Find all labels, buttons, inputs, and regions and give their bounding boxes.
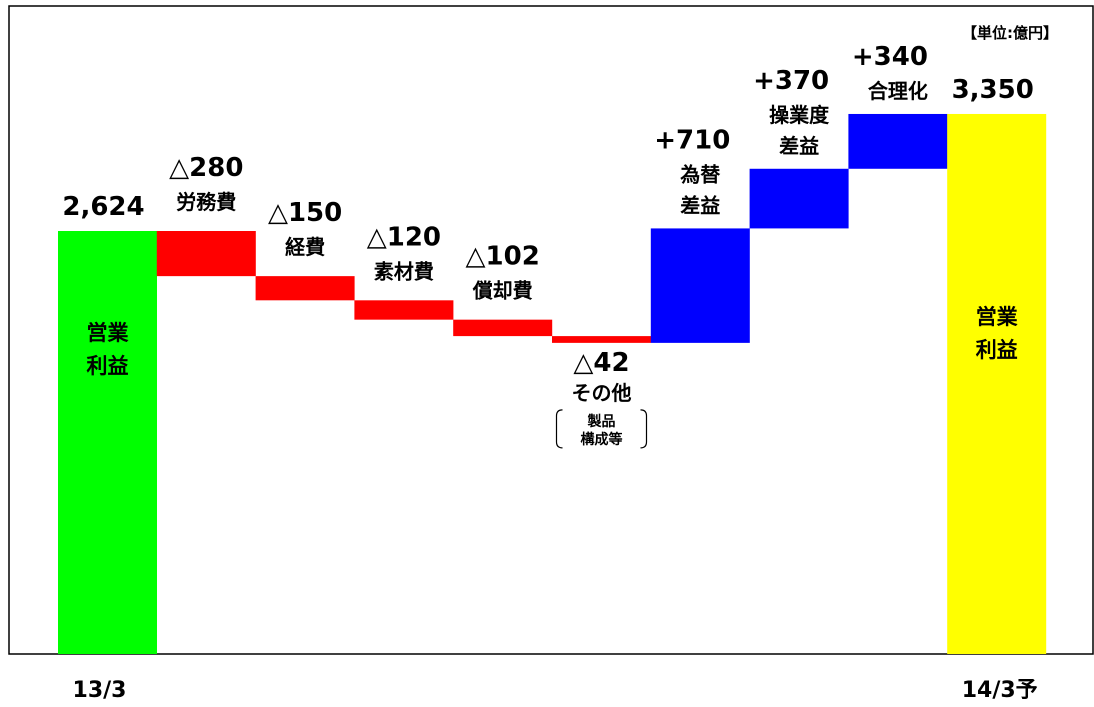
data-label-10: 3,350 — [952, 75, 1034, 105]
unit-label: 【単位:億円】 — [962, 24, 1058, 42]
bar-3 — [256, 276, 355, 300]
note-label-6-2: 構成等 — [581, 431, 623, 448]
bar-5 — [453, 320, 552, 336]
category-label-4-1: 素材費 — [374, 259, 434, 283]
category-label-6-1: その他 — [572, 381, 632, 405]
data-label-2: △280 — [169, 153, 243, 183]
category-label-8-2: 差益 — [779, 134, 819, 158]
category-label-5-1: 償却費 — [472, 279, 533, 303]
bar-2 — [157, 231, 256, 276]
category-label-9-1: 合理化 — [868, 79, 928, 103]
category-label-8-1: 操業度 — [769, 103, 830, 127]
category-label-7-1: 為替 — [680, 162, 720, 186]
bar-label-10-1: 営業 — [976, 305, 1019, 329]
data-label-1: 2,624 — [62, 192, 144, 222]
bar-label-10-2: 利益 — [976, 338, 1018, 362]
bar-9 — [848, 114, 947, 169]
data-label-3: △150 — [268, 198, 342, 228]
bar-7 — [651, 228, 750, 342]
bar-10 — [947, 114, 1046, 654]
category-label-7-2: 差益 — [680, 193, 720, 217]
category-label-3-1: 経費 — [285, 235, 325, 259]
data-label-9: +340 — [852, 42, 928, 72]
x-tick-label-10: 14/3予 — [962, 678, 1038, 703]
category-label-2-1: 労務費 — [176, 190, 236, 214]
note-label-6-1: 製品 — [587, 413, 616, 430]
bar-8 — [750, 169, 849, 229]
x-tick-label-1: 13/3 — [73, 678, 127, 703]
bar-4 — [354, 300, 453, 319]
bar-6 — [552, 336, 651, 343]
bar-label-1-2: 利益 — [87, 354, 129, 378]
data-label-8: +370 — [753, 66, 829, 96]
data-label-7: +710 — [654, 125, 730, 155]
bar-1 — [58, 231, 157, 654]
data-label-4: △120 — [367, 222, 441, 252]
bar-label-1-1: 営業 — [87, 321, 130, 345]
data-label-5: △102 — [466, 242, 540, 272]
data-label-6: △42 — [573, 348, 629, 378]
